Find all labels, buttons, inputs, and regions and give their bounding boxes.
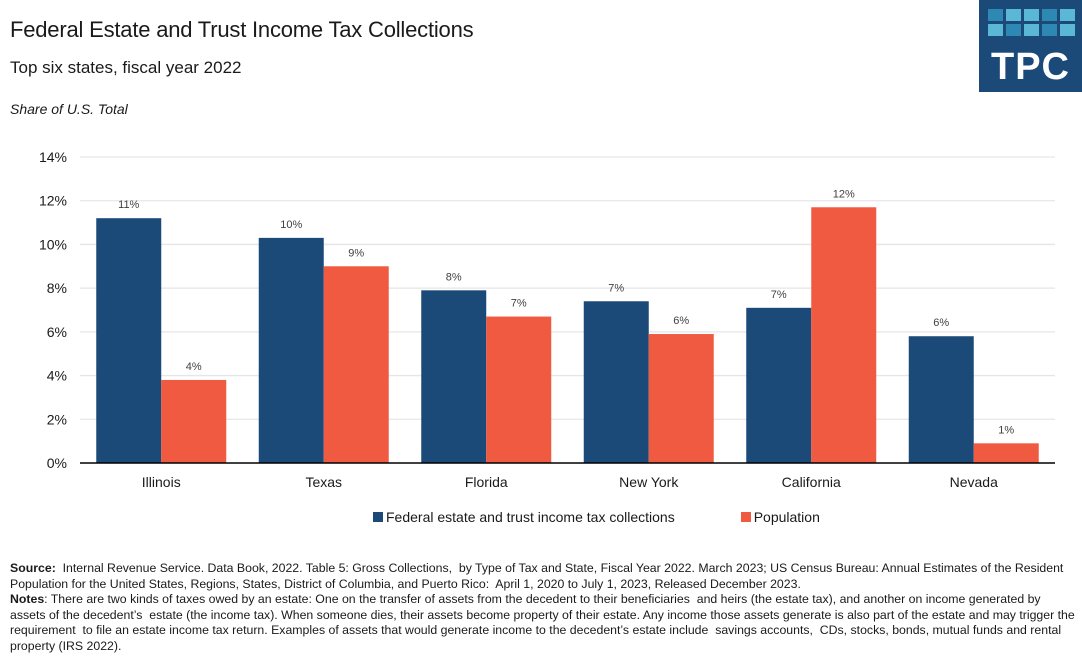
data-label: 4% — [186, 361, 202, 373]
y-tick-label: 10% — [39, 236, 67, 252]
data-label: 11% — [118, 199, 139, 211]
legend-item-collections: Federal estate and trust income tax coll… — [373, 509, 675, 525]
chart-subtitle: Top six states, fiscal year 2022 — [10, 58, 242, 77]
bar-collections — [96, 218, 162, 463]
logo-tile — [1006, 24, 1021, 36]
bar-collections — [421, 290, 487, 463]
y-axis-unit-label: Share of U.S. Total — [10, 101, 128, 117]
data-label: 10% — [280, 219, 302, 231]
data-label: 6% — [673, 315, 689, 327]
bar-population — [161, 379, 227, 463]
source-text: Internal Revenue Service. Data Book, 202… — [10, 561, 1067, 591]
legend-item-population: Population — [740, 509, 820, 525]
data-label: 7% — [608, 282, 624, 294]
legend-label-collections: Federal estate and trust income tax coll… — [386, 509, 675, 525]
logo-tile — [1024, 9, 1039, 21]
notes-note: Notes: There are two kinds of taxes owed… — [10, 592, 1075, 654]
logo-tile — [1042, 24, 1057, 36]
logo-tile — [1060, 9, 1075, 21]
data-label: 6% — [933, 317, 949, 329]
data-label: 12% — [833, 188, 855, 200]
footer-notes: Source: Internal Revenue Service. Data B… — [10, 561, 1075, 654]
chart-legend: Federal estate and trust income tax coll… — [373, 509, 820, 525]
x-tick-label: New York — [619, 474, 679, 490]
y-tick-label: 4% — [47, 368, 67, 384]
bar-chart: 0% 2% 4% 6% 8% 10% 12% 14% 11% 4% Illinois 10% 9% Tex… — [39, 149, 1055, 490]
source-note: Source: Internal Revenue Service. Data B… — [10, 561, 1075, 592]
bar-collections — [908, 336, 974, 463]
y-tick-label: 8% — [47, 280, 67, 296]
y-tick-label: 6% — [47, 324, 67, 340]
logo-tile — [1006, 9, 1021, 21]
logo-tile — [988, 24, 1003, 36]
legend-swatch-population — [740, 512, 751, 522]
legend-swatch-collections — [373, 512, 383, 522]
y-tick-label: 0% — [47, 455, 67, 471]
x-tick-label: Illinois — [142, 474, 181, 490]
legend-label-population: Population — [753, 509, 820, 525]
logo-tile-grid — [988, 9, 1075, 36]
x-tick-label: Texas — [305, 474, 342, 490]
logo-tile — [1060, 24, 1075, 36]
x-tick-label: California — [782, 474, 841, 490]
bar-population — [648, 334, 714, 463]
data-label: 1% — [998, 424, 1014, 436]
bar-collections — [258, 237, 324, 463]
bar-collections — [746, 307, 812, 463]
notes-label: Notes — [10, 592, 45, 606]
logo-text: TPC — [991, 46, 1070, 88]
data-label: 7% — [771, 289, 787, 301]
x-tick-label: Florida — [465, 474, 508, 490]
logo-tile — [1042, 9, 1057, 21]
bar-population — [811, 207, 877, 463]
data-label: 8% — [446, 271, 462, 283]
logo-tile — [1024, 24, 1039, 36]
tpc-logo: TPC — [979, 0, 1082, 92]
chart-title: Federal Estate and Trust Income Tax Coll… — [10, 17, 474, 42]
bar-population — [323, 266, 389, 463]
bar-population — [973, 443, 1039, 463]
x-tick-label: Nevada — [950, 474, 998, 490]
source-label: Source: — [10, 561, 56, 575]
y-tick-label: 14% — [39, 149, 67, 165]
data-label: 9% — [348, 247, 364, 259]
bar-collections — [583, 301, 649, 463]
y-tick-label: 2% — [47, 411, 67, 427]
y-tick-label: 12% — [39, 193, 67, 209]
notes-text: : There are two kinds of taxes owed by a… — [10, 592, 1079, 653]
bar-population — [486, 316, 552, 463]
data-label: 7% — [511, 298, 527, 310]
logo-tile — [988, 9, 1003, 21]
